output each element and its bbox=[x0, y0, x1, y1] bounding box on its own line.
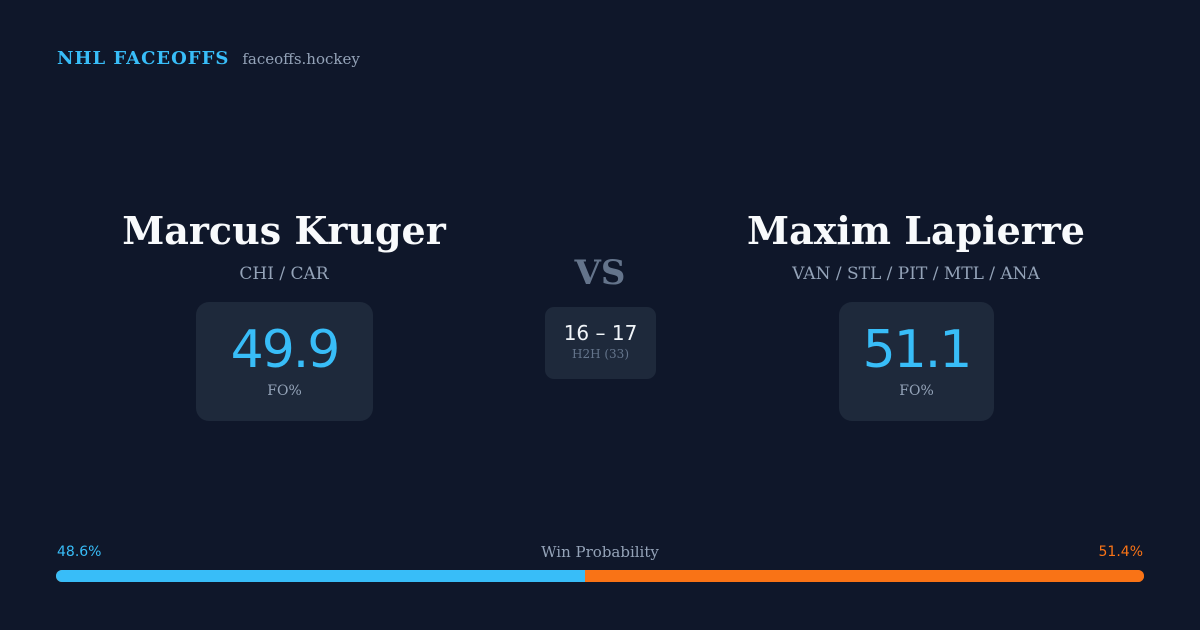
player-right-teams: VAN / STL / PIT / MTL / ANA bbox=[792, 264, 1040, 284]
player-right-stat-card: 51.1 FO% bbox=[839, 302, 994, 421]
head-to-head-card: 16 – 17 H2H (33) bbox=[545, 307, 656, 379]
win-probability-left-label: 48.6% bbox=[57, 544, 102, 560]
player-left-stat-card: 49.9 FO% bbox=[196, 302, 373, 421]
player-left-teams: CHI / CAR bbox=[239, 264, 329, 284]
win-probability-bar-right bbox=[584, 570, 1144, 582]
player-right: Maxim Lapierre VAN / STL / PIT / MTL / A… bbox=[706, 205, 1126, 289]
win-probability-right-label: 51.4% bbox=[1098, 544, 1143, 560]
brand-name: NHL FACEOFFS bbox=[57, 48, 230, 69]
player-right-name: Maxim Lapierre bbox=[747, 208, 1085, 253]
win-probability-title: Win Probability bbox=[541, 543, 659, 561]
player-right-fo-label: FO% bbox=[899, 383, 934, 399]
player-left-name: Marcus Kruger bbox=[122, 208, 446, 253]
head-to-head-label: H2H (33) bbox=[571, 347, 629, 361]
win-probability-bar-left bbox=[56, 570, 585, 582]
player-left-fo-label: FO% bbox=[267, 383, 302, 399]
player-right-fo-value: 51.1 bbox=[862, 320, 973, 380]
brand-site: faceoffs.hockey bbox=[242, 50, 360, 68]
versus-label: VS bbox=[574, 253, 626, 293]
brand-header: NHL FACEOFFS faceoffs.hockey bbox=[57, 48, 360, 74]
player-left-fo-value: 49.9 bbox=[230, 320, 341, 380]
player-left: Marcus Kruger CHI / CAR bbox=[74, 205, 494, 289]
head-to-head-score: 16 – 17 bbox=[563, 321, 638, 345]
win-probability-bar bbox=[56, 570, 1144, 582]
